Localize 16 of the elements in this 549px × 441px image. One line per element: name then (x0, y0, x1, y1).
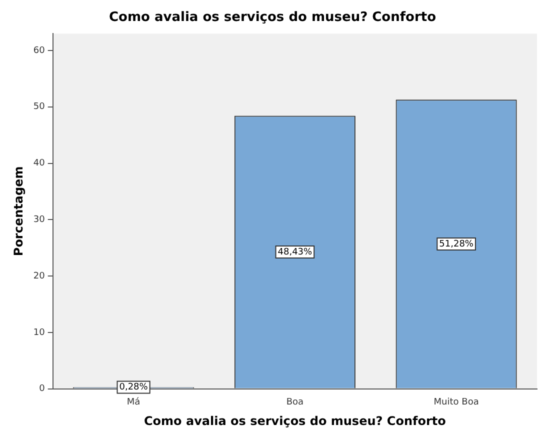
y-tick-label: 40 (33, 158, 46, 169)
x-tick-label: Má (126, 396, 140, 408)
data-label: 51,28% (439, 239, 474, 250)
y-tick-label: 0 (39, 384, 46, 394)
y-tick-label: 20 (33, 271, 46, 282)
y-tick-label: 50 (33, 102, 46, 112)
x-axis-title: Como avalia os serviços do museu? Conforto (144, 414, 446, 428)
x-tick-label: Boa (286, 398, 304, 408)
data-label: 48,43% (278, 247, 313, 258)
y-tick-label: 60 (33, 46, 46, 56)
x-tick-label: Muito Boa (434, 398, 479, 408)
data-label: 0,28% (119, 382, 148, 393)
y-tick-label: 30 (33, 215, 46, 225)
chart-title: Como avalia os serviços do museu? Conforto (108, 10, 436, 26)
y-tick-label: 10 (33, 328, 46, 338)
y-axis-title: Porcentagem (11, 166, 26, 256)
